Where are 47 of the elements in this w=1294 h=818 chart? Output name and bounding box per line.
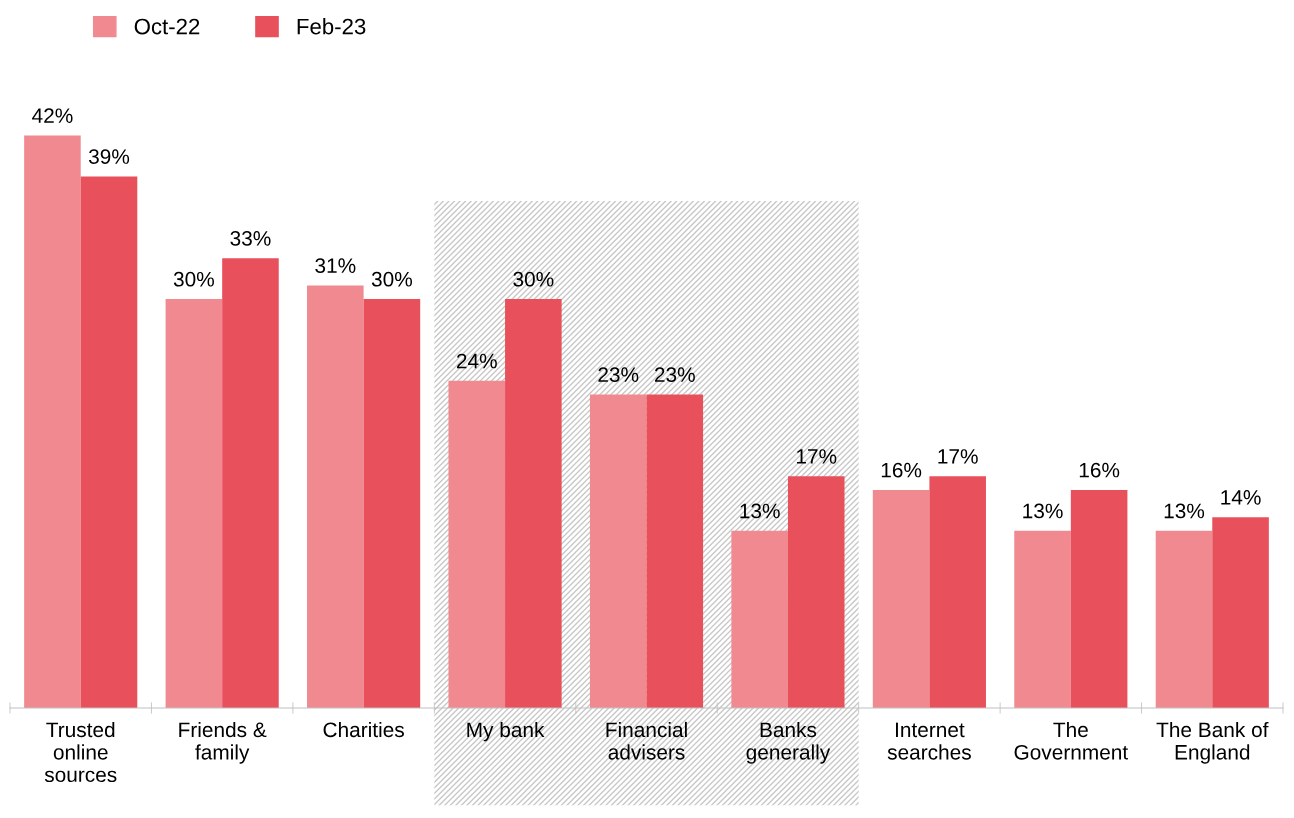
bar <box>731 530 788 708</box>
data-label: 13% <box>1023 503 1063 519</box>
data-label: 31% <box>315 258 356 273</box>
bar <box>589 394 647 708</box>
data-label: 24% <box>456 353 497 369</box>
data-label: 42% <box>32 108 73 123</box>
bar <box>1155 530 1213 708</box>
x-tick-label: Internet searches <box>887 722 971 760</box>
x-tick-label: My bank <box>467 721 545 742</box>
data-label: 13% <box>1164 503 1205 519</box>
bar <box>24 135 81 708</box>
data-label: 30% <box>173 271 214 287</box>
data-label: 17% <box>796 449 837 464</box>
bar <box>80 176 138 708</box>
bar <box>646 394 704 708</box>
bar <box>1212 517 1269 708</box>
data-label: 13% <box>740 503 780 519</box>
bar <box>929 476 986 708</box>
bar <box>787 476 845 708</box>
bar <box>165 299 223 708</box>
data-label: 30% <box>371 271 413 287</box>
bar <box>222 258 279 708</box>
x-tick-label: Financial advisers <box>606 721 687 760</box>
bar <box>448 380 506 708</box>
x-tick-label: Charities <box>323 721 404 738</box>
bar <box>872 489 930 708</box>
bar <box>1070 489 1128 708</box>
x-tick-label: The Government <box>1014 721 1128 760</box>
x-tick-label: The Bank of England <box>1156 721 1269 764</box>
data-label: 16% <box>881 462 922 478</box>
bar <box>363 299 421 708</box>
data-label: 33% <box>230 230 271 246</box>
data-label: 17% <box>938 449 978 464</box>
bar <box>307 285 364 708</box>
data-label: 16% <box>1079 462 1120 478</box>
data-label: 23% <box>654 367 695 383</box>
bar <box>505 299 562 708</box>
data-label: 39% <box>88 149 130 164</box>
data-label: 14% <box>1221 490 1261 505</box>
legend-label: Oct-22 <box>134 18 200 35</box>
legend-label: Feb-23 <box>297 18 366 35</box>
x-tick-label: Banks generally <box>746 721 831 764</box>
bar <box>1014 530 1071 708</box>
data-label: 23% <box>598 367 639 383</box>
x-tick-label: Trusted online sources <box>44 721 117 783</box>
data-label: 30% <box>513 271 554 287</box>
x-tick-label: Friends & family <box>179 721 267 764</box>
